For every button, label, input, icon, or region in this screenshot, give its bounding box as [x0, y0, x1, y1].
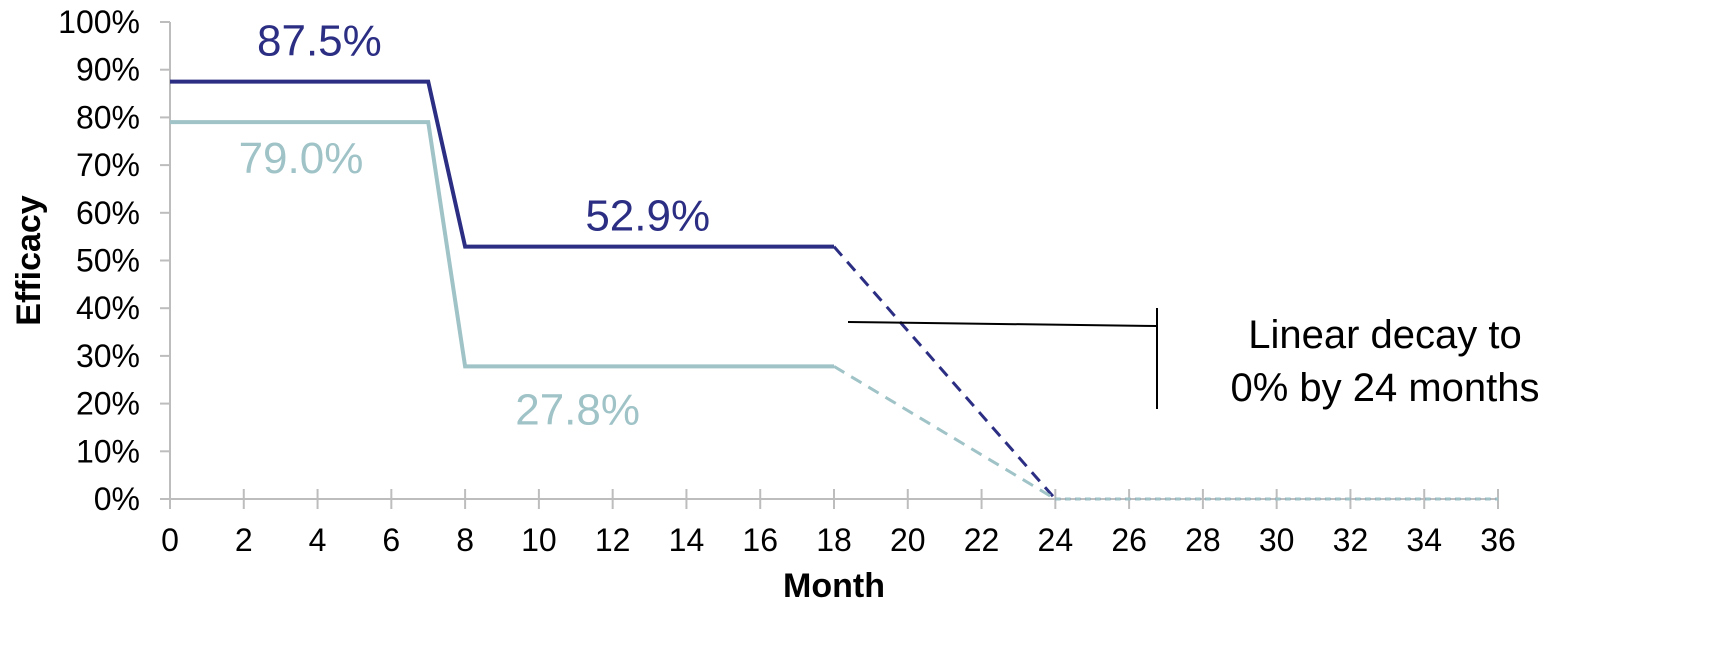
annotation: Linear decay to 0% by 24 months — [847, 308, 1540, 410]
series-2-dashed-line — [833, 365, 1057, 501]
series-1-solid-line — [170, 79, 834, 249]
y-tick-label: 60% — [76, 195, 140, 231]
y-tick-label: 80% — [76, 99, 140, 135]
data-label-series-1-plateau-1: 87.5% — [257, 17, 382, 66]
y-tick-label: 70% — [76, 147, 140, 183]
x-tick-label: 8 — [456, 522, 474, 558]
data-label-series-1-plateau-2: 52.9% — [585, 192, 710, 241]
x-tick-label: 10 — [521, 522, 557, 558]
y-tick-label: 40% — [76, 290, 140, 326]
y-tick-label: 90% — [76, 52, 140, 88]
y-tick-label: 0% — [94, 481, 140, 517]
x-tick-label: 30 — [1259, 522, 1295, 558]
x-tick-label: 2 — [235, 522, 253, 558]
y-tick-label: 10% — [76, 433, 140, 469]
annotation-text-line-1: Linear decay to — [1248, 313, 1522, 357]
x-tick-label: 6 — [382, 522, 400, 558]
x-tick-label: 34 — [1406, 522, 1442, 558]
y-tick-label: 30% — [76, 338, 140, 374]
series-group — [170, 79, 1498, 501]
x-tick-label: 20 — [890, 522, 926, 558]
series-1-dashed-line — [832, 245, 1057, 500]
x-tick-label: 14 — [669, 522, 705, 558]
x-tick-label: 18 — [816, 522, 852, 558]
x-tick-label: 28 — [1185, 522, 1221, 558]
data-labels: 87.5% 52.9% 79.0% 27.8% — [239, 17, 711, 435]
y-tick-label: 20% — [76, 386, 140, 422]
x-tick-label: 4 — [309, 522, 327, 558]
y-tick-label: 50% — [76, 243, 140, 279]
x-tick-label: 12 — [595, 522, 631, 558]
x-tick-label: 32 — [1333, 522, 1369, 558]
x-tick-label: 16 — [742, 522, 778, 558]
x-tick-label: 26 — [1111, 522, 1147, 558]
data-label-series-2-plateau-2: 27.8% — [515, 385, 640, 434]
series-2-solid-line — [170, 120, 834, 369]
x-axis-title: Month — [783, 567, 885, 605]
x-tick-label: 24 — [1038, 522, 1074, 558]
annotation-callout-line — [847, 321, 1158, 327]
y-axis-title: Efficacy — [10, 195, 48, 325]
y-tick-label: 100% — [58, 4, 140, 40]
x-tick-label: 22 — [964, 522, 1000, 558]
x-tick-label: 36 — [1480, 522, 1516, 558]
x-tick-label: 0 — [161, 522, 179, 558]
annotation-text-line-2: 0% by 24 months — [1230, 366, 1539, 410]
data-label-series-2-plateau-1: 79.0% — [239, 134, 364, 183]
axes: 0%10%20%30%40%50%60%70%80%90%100%0 2 4 6 8 10… — [58, 4, 1516, 558]
